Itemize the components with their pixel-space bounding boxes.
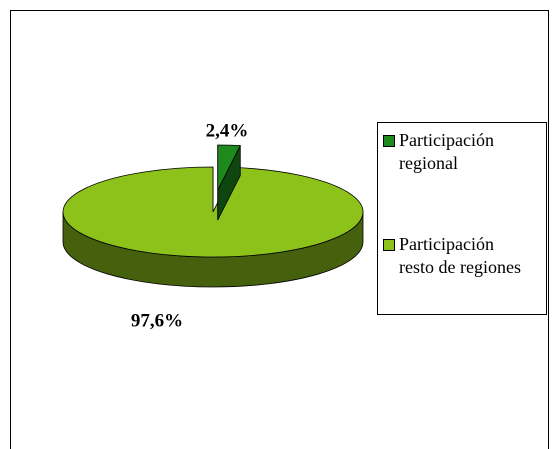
pie-slice	[217, 144, 241, 191]
pie-slice	[62, 166, 364, 258]
legend-label: Participación regional	[399, 130, 494, 173]
legend-swatch	[383, 239, 395, 251]
legend: Participación regional Participación rest…	[377, 122, 547, 315]
data-label: 97,6%	[131, 310, 183, 331]
chart-border	[10, 10, 549, 449]
pie	[62, 144, 364, 288]
legend-swatch	[383, 135, 395, 147]
data-label: 2,4%	[206, 120, 249, 141]
legend-label: Participación resto de regiones	[399, 234, 521, 277]
